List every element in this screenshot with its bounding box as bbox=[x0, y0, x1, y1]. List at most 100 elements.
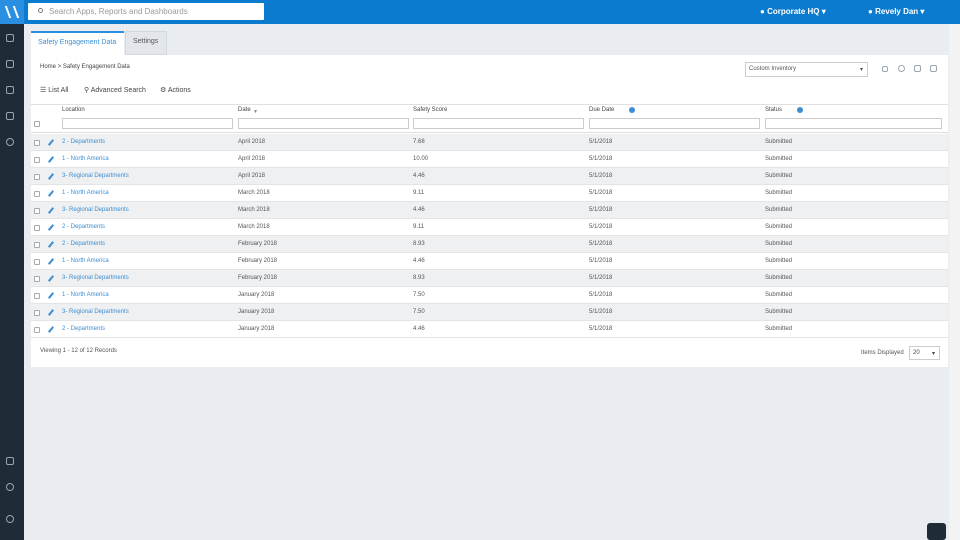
breadcrumb: Home > Safety Engagement Data bbox=[40, 64, 130, 70]
cell: March 2018 bbox=[238, 207, 270, 213]
row-checkbox[interactable] bbox=[34, 225, 40, 231]
location-link[interactable]: 1 - North America bbox=[62, 258, 109, 264]
view-select[interactable]: Custom Inventory ▾ bbox=[745, 62, 868, 77]
cell: Submitted bbox=[765, 173, 793, 179]
location-link[interactable]: 3- Regional Departments bbox=[62, 309, 129, 315]
row-checkbox[interactable] bbox=[34, 140, 40, 146]
divider bbox=[31, 104, 948, 105]
filter-input[interactable] bbox=[62, 118, 233, 129]
export-icon[interactable] bbox=[914, 65, 921, 72]
row-checkbox[interactable] bbox=[34, 191, 40, 197]
filter-input[interactable] bbox=[589, 118, 760, 129]
filter-input[interactable] bbox=[765, 118, 942, 129]
row-checkbox[interactable] bbox=[34, 327, 40, 333]
location-link[interactable]: 2 - Departments bbox=[62, 139, 106, 145]
row-checkbox[interactable] bbox=[34, 293, 40, 299]
cell: 5/1/2018 bbox=[589, 326, 613, 332]
filter-input[interactable] bbox=[413, 118, 584, 129]
scrollbar[interactable] bbox=[949, 24, 960, 540]
cell: 4.46 bbox=[413, 326, 425, 332]
items-select[interactable]: 20 ▾ bbox=[909, 346, 940, 360]
cell: Submitted bbox=[765, 190, 793, 196]
location-link[interactable]: 3- Regional Departments bbox=[62, 207, 129, 213]
cell: 5/1/2018 bbox=[589, 156, 613, 162]
cell: February 2018 bbox=[238, 241, 278, 247]
info-icon[interactable] bbox=[797, 107, 803, 113]
nav-icon[interactable] bbox=[6, 138, 14, 146]
location-link[interactable]: 1 - North America bbox=[62, 156, 109, 162]
cell: 8.93 bbox=[413, 275, 425, 281]
tab-active[interactable]: Safety Engagement Data bbox=[31, 31, 124, 56]
location-link[interactable]: 2 - Departments bbox=[62, 241, 106, 247]
cell: January 2018 bbox=[238, 292, 275, 298]
row-checkbox[interactable] bbox=[34, 174, 40, 180]
help-button[interactable] bbox=[927, 523, 946, 540]
cell: 8.93 bbox=[413, 241, 425, 247]
info-icon[interactable] bbox=[629, 107, 635, 113]
cell: February 2018 bbox=[238, 275, 278, 281]
location-link[interactable]: 3- Regional Departments bbox=[62, 173, 129, 179]
nav-icon[interactable] bbox=[6, 457, 14, 465]
row-checkbox[interactable] bbox=[34, 208, 40, 214]
location-link[interactable]: 1 - North America bbox=[62, 190, 109, 196]
cell: 5/1/2018 bbox=[589, 292, 613, 298]
cell: Submitted bbox=[765, 309, 793, 315]
tab-label: Safety Engagement Data bbox=[38, 39, 117, 46]
print-icon[interactable] bbox=[930, 65, 937, 72]
nav-icon[interactable] bbox=[6, 60, 14, 68]
column-header: Due Date bbox=[589, 107, 615, 113]
cell: Submitted bbox=[765, 326, 793, 332]
cell: Submitted bbox=[765, 275, 793, 281]
actions-label: Actions bbox=[167, 87, 191, 94]
cell: 7.50 bbox=[413, 309, 425, 315]
table-row bbox=[31, 321, 948, 338]
column-header: Location bbox=[62, 107, 85, 113]
user-menu[interactable]: ● Revely Dan ▾ bbox=[868, 7, 925, 16]
column-header: Status bbox=[765, 107, 783, 113]
location-menu[interactable]: ● Corporate HQ ▾ bbox=[760, 7, 826, 16]
cell: Submitted bbox=[765, 207, 793, 213]
nav-icon[interactable] bbox=[6, 112, 14, 120]
row-checkbox[interactable] bbox=[34, 242, 40, 248]
cell: Submitted bbox=[765, 224, 793, 230]
nav-icon[interactable] bbox=[6, 86, 14, 94]
column-header: Date bbox=[238, 107, 251, 113]
tab[interactable]: Settings bbox=[125, 31, 167, 55]
filter-input[interactable] bbox=[238, 118, 409, 129]
search-box[interactable]: Search Apps, Reports and Dashboards bbox=[28, 3, 264, 20]
select-all[interactable] bbox=[34, 121, 40, 127]
row-checkbox[interactable] bbox=[34, 259, 40, 265]
table-row bbox=[31, 168, 948, 185]
nav-icon[interactable] bbox=[6, 34, 14, 42]
cell: Submitted bbox=[765, 292, 793, 298]
cell: 4.46 bbox=[413, 258, 425, 264]
nav-icon[interactable] bbox=[6, 483, 14, 491]
row-checkbox[interactable] bbox=[34, 310, 40, 316]
location-link[interactable]: 2 - Departments bbox=[62, 326, 106, 332]
settings-icon[interactable] bbox=[898, 65, 905, 72]
table-row bbox=[31, 304, 948, 321]
location: Corporate HQ bbox=[767, 7, 820, 16]
cell: 5/1/2018 bbox=[589, 258, 613, 264]
cell: April 2018 bbox=[238, 173, 266, 179]
sidebar bbox=[0, 0, 24, 540]
location-link[interactable]: 2 - Departments bbox=[62, 224, 106, 230]
row-checkbox[interactable] bbox=[34, 157, 40, 163]
nav-icon[interactable] bbox=[6, 515, 14, 523]
location-link[interactable]: 1 - North America bbox=[62, 292, 109, 298]
cell: Submitted bbox=[765, 156, 793, 162]
cell: 5/1/2018 bbox=[589, 224, 613, 230]
cell: 10.00 bbox=[413, 156, 429, 162]
logo[interactable] bbox=[0, 0, 24, 24]
actions[interactable]: ⚙ Actions bbox=[160, 87, 191, 94]
table-row bbox=[31, 270, 948, 287]
cell: 9.11 bbox=[413, 224, 425, 230]
list-all[interactable]: ☰ List All bbox=[40, 87, 69, 94]
column-header: Safety Score bbox=[413, 107, 448, 113]
table-row bbox=[31, 185, 948, 202]
edit-icon[interactable] bbox=[882, 66, 888, 72]
row-checkbox[interactable] bbox=[34, 276, 40, 282]
location-link[interactable]: 3- Regional Departments bbox=[62, 275, 129, 281]
advanced-search[interactable]: ⚲ Advanced Search bbox=[84, 87, 146, 94]
